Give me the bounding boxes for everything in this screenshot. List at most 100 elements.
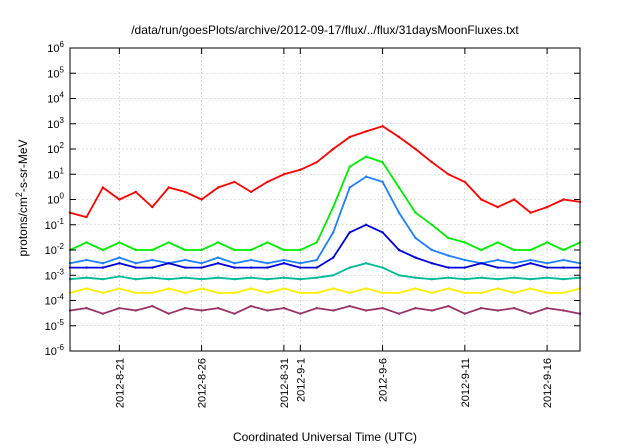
- y-tick-label: 10-5: [45, 318, 65, 333]
- data-point: [184, 306, 187, 310]
- data-point: [151, 276, 154, 279]
- y-tick-label: 106: [47, 40, 64, 55]
- data-point: [529, 258, 532, 262]
- data-point: [315, 276, 318, 279]
- y-ticks: 10-6 10-5 10-4 10-3 10-2 10-1 100 101 102 103 104 1…: [45, 40, 580, 358]
- data-point: [299, 312, 302, 315]
- y-tick-label: 101: [47, 166, 64, 181]
- data-point: [348, 291, 351, 295]
- data-point: [513, 291, 516, 295]
- data-point: [151, 291, 154, 295]
- data-point: [562, 258, 565, 262]
- data-point: [101, 186, 105, 189]
- data-point: [348, 165, 351, 168]
- data-point: [315, 258, 318, 262]
- series-line: [69, 262, 581, 281]
- x-tick-label: 2012-9-1: [295, 358, 307, 402]
- data-point: [200, 278, 203, 281]
- data-point: [414, 256, 417, 259]
- data-point: [151, 304, 154, 308]
- data-point: [545, 262, 549, 265]
- data-point: [282, 287, 286, 290]
- data-point: [134, 266, 137, 269]
- data-point: [216, 306, 220, 310]
- data-point: [299, 291, 302, 295]
- data-point: [216, 276, 220, 279]
- data-point: [332, 205, 335, 209]
- data-point: [299, 262, 302, 265]
- data-point: [299, 278, 302, 281]
- y-tick-label: 10-2: [45, 242, 65, 257]
- data-point: [282, 262, 286, 265]
- data-point: [545, 241, 549, 244]
- data-point: [496, 241, 499, 244]
- data-point: [200, 287, 203, 290]
- data-point: [184, 276, 187, 279]
- data-point: [545, 306, 549, 310]
- data-point: [266, 309, 269, 312]
- data-point: [249, 190, 253, 194]
- data-point: [184, 291, 187, 295]
- data-point: [151, 248, 154, 252]
- data-point: [529, 278, 532, 281]
- y-tick-label: 10-6: [45, 343, 65, 358]
- data-point: [233, 266, 236, 269]
- data-point: [216, 291, 220, 295]
- data-point: [85, 306, 88, 310]
- data-point: [513, 276, 516, 279]
- data-point: [216, 262, 220, 265]
- data-point: [496, 258, 499, 262]
- data-point: [118, 256, 121, 259]
- data-point: [430, 309, 434, 312]
- y-axis-label: protons/cm2-s-sr-MeV: [14, 139, 30, 256]
- data-point: [480, 291, 483, 295]
- data-point: [184, 266, 187, 269]
- data-point: [381, 291, 384, 295]
- data-point: [315, 266, 318, 269]
- data-point: [364, 155, 368, 158]
- data-point: [282, 258, 286, 262]
- data-point: [118, 306, 121, 310]
- data-point: [167, 241, 170, 244]
- data-point: [118, 287, 121, 290]
- data-point: [282, 173, 286, 176]
- data-point: [513, 248, 516, 252]
- data-point: [348, 304, 351, 308]
- data-point: [233, 312, 236, 315]
- data-point: [184, 258, 187, 262]
- data-point: [299, 248, 302, 252]
- data-point: [447, 287, 450, 290]
- data-point: [463, 241, 466, 244]
- series-line: [69, 305, 581, 315]
- data-point: [266, 278, 269, 281]
- x-axis-label: Coordinated Universal Time (UTC): [233, 430, 417, 444]
- data-point: [282, 306, 286, 310]
- data-point: [118, 241, 121, 244]
- x-tick-label: 2012-9-11: [460, 358, 472, 407]
- data-point: [364, 287, 368, 290]
- data-point: [299, 266, 302, 269]
- data-point: [216, 241, 220, 244]
- y-tick-label: 10-3: [45, 267, 65, 282]
- data-point: [134, 309, 137, 312]
- data-point: [430, 161, 434, 164]
- data-point: [381, 180, 384, 184]
- data-point: [562, 291, 565, 295]
- data-point: [134, 291, 137, 295]
- data-point: [332, 287, 335, 290]
- data-point: [200, 262, 203, 265]
- data-point: [101, 291, 105, 295]
- data-point: [332, 147, 335, 151]
- data-point: [101, 262, 105, 265]
- data-point: [249, 304, 253, 308]
- data-point: [529, 211, 532, 214]
- data-point: [545, 205, 549, 209]
- data-point: [167, 287, 170, 290]
- data-point: [200, 248, 203, 252]
- data-point: [348, 266, 351, 269]
- data-point: [463, 258, 466, 262]
- x-tick-label: 2012-8-21: [114, 358, 126, 408]
- x-tick-label: 2012-8-31: [279, 358, 291, 408]
- data-point: [513, 262, 516, 265]
